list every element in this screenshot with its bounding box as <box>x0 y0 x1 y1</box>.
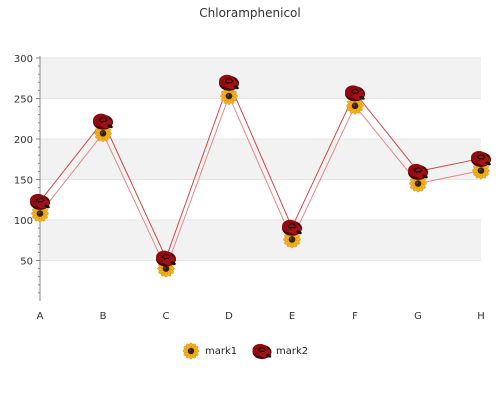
series-lines <box>39 80 482 270</box>
y-tick-label: 50 <box>20 257 33 268</box>
y-tick-label: 200 <box>14 135 33 146</box>
grid-band <box>40 58 481 99</box>
y-tick-label: 300 <box>14 54 33 65</box>
red-rose-icon <box>471 150 491 167</box>
grid-band <box>40 139 481 180</box>
red-rose-icon <box>156 250 176 267</box>
red-rose-icon <box>219 74 239 91</box>
axes <box>36 56 41 301</box>
series-line-mark1 <box>39 94 482 270</box>
legend-item-mark2[interactable]: mark2 <box>252 343 309 360</box>
grid-bands <box>40 57 481 261</box>
red-rose-icon <box>282 219 302 236</box>
red-rose-icon <box>345 85 365 102</box>
x-tick-label: D <box>225 311 233 322</box>
x-tick-label: A <box>37 311 44 322</box>
x-tick-label: G <box>414 311 422 322</box>
red-rose-icon <box>30 193 50 210</box>
grid-band <box>40 220 481 261</box>
y-tick-label: 250 <box>14 95 33 106</box>
y-tick-label: 100 <box>14 216 33 227</box>
red-rose-icon <box>252 343 272 360</box>
series-markers <box>30 74 491 278</box>
chart-title: Chloramphenicol <box>199 6 300 20</box>
x-tick-label: C <box>163 311 170 322</box>
red-rose-icon <box>93 113 113 130</box>
x-tick-label: F <box>352 311 358 322</box>
legend-label: mark1 <box>205 346 237 357</box>
legend-item-mark1[interactable]: mark1 <box>182 342 237 360</box>
y-tick-label: 150 <box>14 176 33 187</box>
red-rose-icon <box>408 163 428 180</box>
sunflower-icon <box>182 342 200 360</box>
x-tick-label: B <box>100 311 107 322</box>
legend[interactable]: mark1 mark2 <box>182 342 309 360</box>
sunflower-icon <box>220 87 238 105</box>
y-tick-labels: 50 100 150 200 250 300 <box>14 54 33 268</box>
legend-label: mark2 <box>276 346 308 357</box>
x-tick-label: H <box>477 311 485 322</box>
x-tick-label: E <box>289 311 295 322</box>
series-line-mark2 <box>39 80 482 260</box>
x-tick-labels: A B C D E F G H <box>37 311 485 322</box>
